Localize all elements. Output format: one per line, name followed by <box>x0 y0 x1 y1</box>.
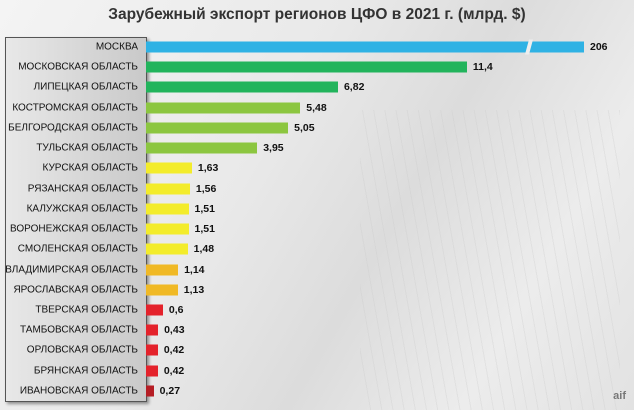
bar <box>146 385 154 397</box>
data-label: 5,05 <box>294 121 315 134</box>
data-label: 1,51 <box>194 223 215 236</box>
bar <box>146 142 258 154</box>
category-label: БРЯНСКАЯ ОБЛАСТЬ <box>33 365 138 377</box>
category-label: КОСТРОМСКАЯ ОБЛАСТЬ <box>12 102 138 114</box>
data-label: 1,48 <box>193 243 215 256</box>
data-label: 1,14 <box>184 263 205 276</box>
category-label: БЕЛГОРОДСКАЯ ОБЛАСТЬ <box>8 122 138 134</box>
bar <box>146 122 289 134</box>
category-label: ЯРОСЛАВСКАЯ ОБЛАСТЬ <box>13 284 138 296</box>
category-label: РЯЗАНСКАЯ ОБЛАСТЬ <box>27 183 138 195</box>
category-label: ЛИПЕЦКАЯ ОБЛАСТЬ <box>33 81 138 93</box>
data-label: 0,42 <box>163 364 185 377</box>
data-label: 0,43 <box>164 324 185 337</box>
data-label: 0,27 <box>159 384 181 397</box>
bar <box>146 223 189 235</box>
category-label: ТУЛЬСКАЯ ОБЛАСТЬ <box>36 142 138 154</box>
category-label: ИВАНОВСКАЯ ОБЛАСТЬ <box>19 385 138 397</box>
category-label: МОСКВА <box>95 41 138 53</box>
data-label: 3,95 <box>263 142 284 155</box>
category-label: ТАМБОВСКАЯ ОБЛАСТЬ <box>20 324 138 336</box>
data-label: 1,63 <box>197 162 219 175</box>
category-label: КУРСКАЯ ОБЛАСТЬ <box>42 162 138 174</box>
bar <box>146 304 163 316</box>
data-label: 5,48 <box>306 101 327 114</box>
data-label: 0,42 <box>163 344 185 357</box>
category-label: ОРЛОВСКАЯ ОБЛАСТЬ <box>26 344 138 356</box>
watermark-logo: aif <box>613 390 626 402</box>
bar <box>146 183 190 195</box>
category-label: МОСКОВСКАЯ ОБЛАСТЬ <box>18 61 138 73</box>
bar <box>146 324 159 336</box>
bar <box>146 61 467 73</box>
data-label: 1,13 <box>183 283 205 296</box>
category-label: ВОРОНЕЖСКАЯ ОБЛАСТЬ <box>10 223 138 235</box>
data-label: 1,51 <box>194 202 215 215</box>
category-label: ТВЕРСКАЯ ОБЛАСТЬ <box>35 304 138 316</box>
bar <box>146 243 188 255</box>
bar <box>146 102 301 114</box>
bar <box>146 264 179 276</box>
category-label: ВЛАДИМИРСКАЯ ОБЛАСТЬ <box>5 264 138 276</box>
bar <box>146 162 192 174</box>
category-panel <box>5 37 147 402</box>
background-image <box>360 110 620 410</box>
data-label: 6,82 <box>343 81 365 94</box>
bar <box>146 344 158 356</box>
bar <box>146 203 189 215</box>
bar <box>146 41 584 53</box>
bar <box>146 284 178 296</box>
category-label: КАЛУЖСКАЯ ОБЛАСТЬ <box>26 203 138 215</box>
bar <box>146 365 158 377</box>
data-label: 0,6 <box>168 303 184 316</box>
chart-title: Зарубежный экспорт регионов ЦФО в 2021 г… <box>108 6 526 23</box>
data-label: 11,4 <box>472 61 493 74</box>
bar <box>146 81 338 93</box>
category-label: СМОЛЕНСКАЯ ОБЛАСТЬ <box>17 243 138 255</box>
data-label: 206 <box>590 41 608 53</box>
data-label: 1,56 <box>195 182 217 195</box>
